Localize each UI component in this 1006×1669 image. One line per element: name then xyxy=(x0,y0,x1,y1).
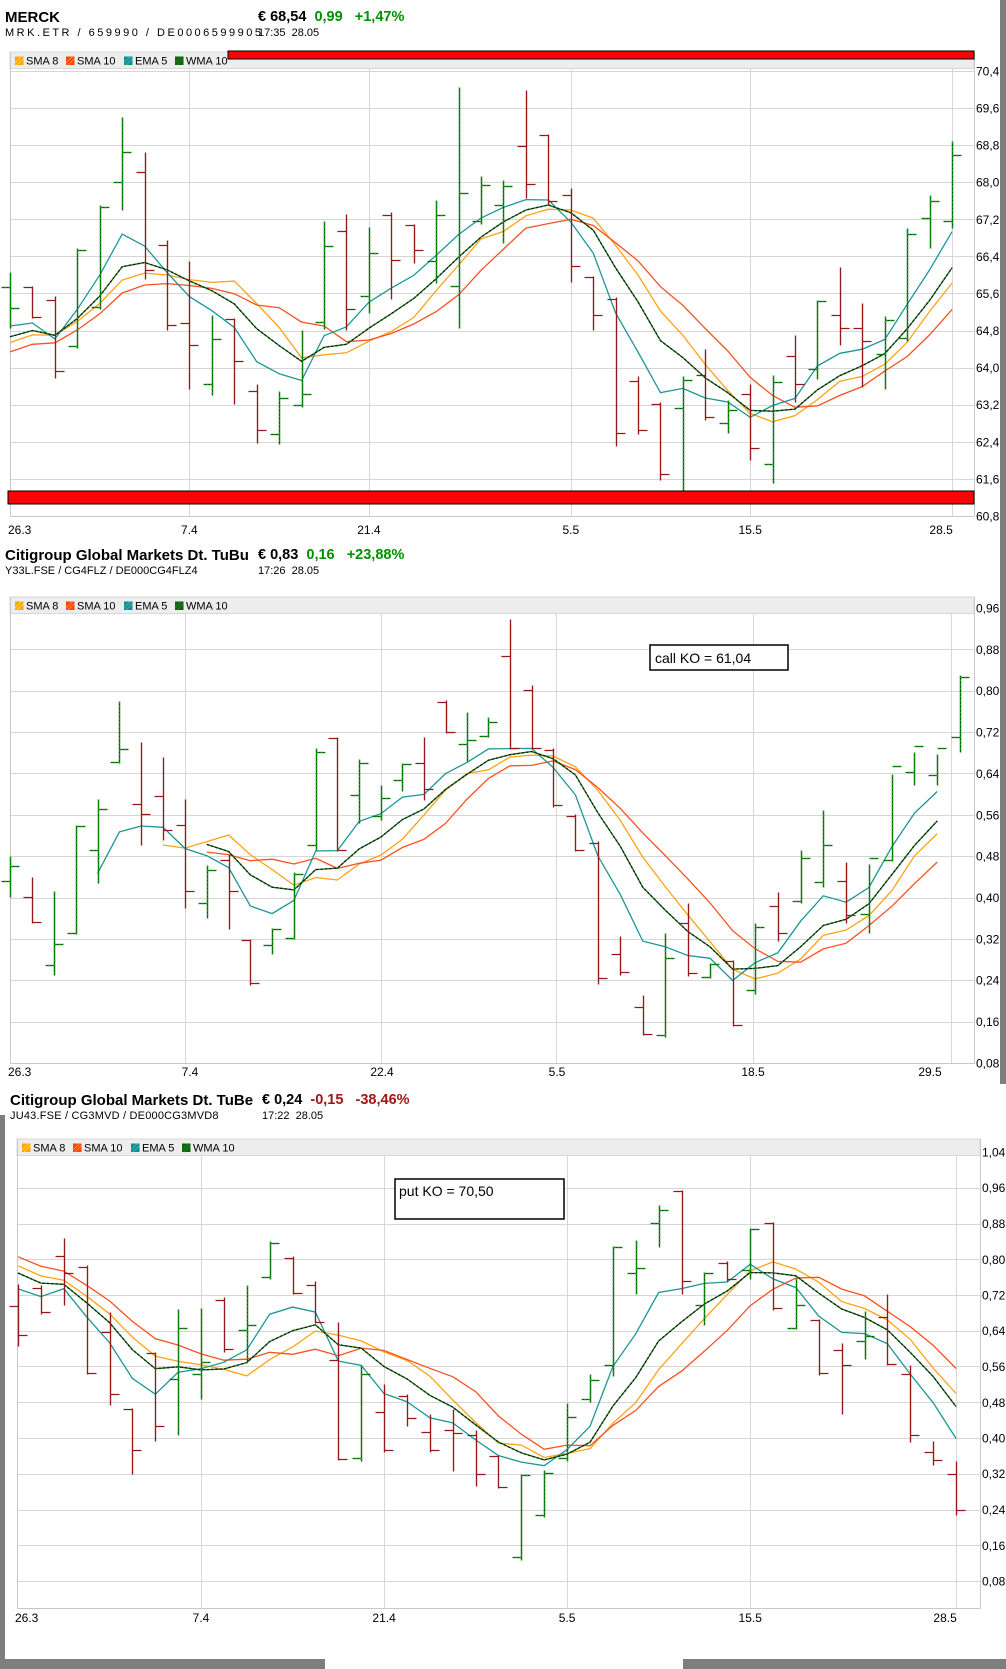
svg-text:0,72: 0,72 xyxy=(982,1289,1006,1303)
svg-text:21.4: 21.4 xyxy=(357,523,381,537)
svg-text:5.5: 5.5 xyxy=(562,523,579,537)
svg-text:1,04: 1,04 xyxy=(982,1146,1006,1160)
svg-text:0,80: 0,80 xyxy=(982,1253,1006,1267)
svg-text:0,80: 0,80 xyxy=(976,684,1000,698)
svg-text:65,6: 65,6 xyxy=(976,287,1000,301)
svg-text:28.5: 28.5 xyxy=(933,1611,957,1625)
svg-text:0,48: 0,48 xyxy=(976,850,1000,864)
svg-text:0,24: 0,24 xyxy=(976,974,1000,988)
svg-text:0,96: 0,96 xyxy=(982,1181,1006,1195)
svg-text:0,48: 0,48 xyxy=(982,1396,1006,1410)
svg-text:0,40: 0,40 xyxy=(982,1432,1006,1446)
svg-text:0,32: 0,32 xyxy=(982,1467,1006,1481)
svg-text:5.5: 5.5 xyxy=(559,1611,576,1625)
svg-text:0,96: 0,96 xyxy=(976,602,1000,616)
svg-text:5.5: 5.5 xyxy=(549,1065,566,1079)
svg-text:0,16: 0,16 xyxy=(976,1015,1000,1029)
svg-text:28.5: 28.5 xyxy=(929,523,953,537)
svg-text:15.5: 15.5 xyxy=(739,1611,763,1625)
svg-text:0,24: 0,24 xyxy=(982,1503,1006,1517)
svg-text:68,8: 68,8 xyxy=(976,139,1000,153)
svg-text:60,8: 60,8 xyxy=(976,510,1000,524)
svg-text:66,4: 66,4 xyxy=(976,250,1000,264)
svg-text:0,64: 0,64 xyxy=(982,1324,1006,1338)
svg-text:64,8: 64,8 xyxy=(976,324,1000,338)
svg-text:EMA 5: EMA 5 xyxy=(135,56,167,68)
svg-text:WMA 10: WMA 10 xyxy=(186,601,228,613)
svg-text:70,4: 70,4 xyxy=(976,65,1000,79)
svg-text:0,72: 0,72 xyxy=(976,726,1000,740)
svg-text:26.3: 26.3 xyxy=(8,1065,32,1079)
svg-text:SMA 10: SMA 10 xyxy=(77,56,116,68)
svg-text:0,08: 0,08 xyxy=(982,1575,1006,1589)
svg-text:22.4: 22.4 xyxy=(370,1065,394,1079)
svg-text:15.5: 15.5 xyxy=(739,523,763,537)
svg-text:0,88: 0,88 xyxy=(982,1217,1006,1231)
svg-text:68,0: 68,0 xyxy=(976,176,1000,190)
svg-text:WMA 10: WMA 10 xyxy=(193,1143,235,1155)
svg-text:0,56: 0,56 xyxy=(976,808,1000,822)
svg-text:26.3: 26.3 xyxy=(8,523,32,537)
svg-text:put KO = 70,50: put KO = 70,50 xyxy=(399,1183,494,1199)
svg-text:7.4: 7.4 xyxy=(182,1065,199,1079)
svg-text:SMA 8: SMA 8 xyxy=(26,601,58,613)
svg-text:0,08: 0,08 xyxy=(976,1057,1000,1071)
svg-text:0,56: 0,56 xyxy=(982,1360,1006,1374)
svg-text:0,88: 0,88 xyxy=(976,643,1000,657)
svg-text:WMA 10: WMA 10 xyxy=(186,56,228,68)
svg-text:0,40: 0,40 xyxy=(976,891,1000,905)
svg-text:69,6: 69,6 xyxy=(976,102,1000,116)
svg-text:SMA 10: SMA 10 xyxy=(84,1143,123,1155)
svg-text:7.4: 7.4 xyxy=(193,1611,210,1625)
svg-text:SMA 8: SMA 8 xyxy=(26,56,58,68)
svg-text:29.5: 29.5 xyxy=(918,1065,942,1079)
svg-text:21.4: 21.4 xyxy=(372,1611,396,1625)
svg-text:SMA 10: SMA 10 xyxy=(77,601,116,613)
svg-text:SMA 8: SMA 8 xyxy=(33,1143,65,1155)
svg-text:0,64: 0,64 xyxy=(976,767,1000,781)
svg-text:7.4: 7.4 xyxy=(181,523,198,537)
svg-text:0,16: 0,16 xyxy=(982,1539,1006,1553)
svg-text:67,2: 67,2 xyxy=(976,213,1000,227)
svg-text:0,32: 0,32 xyxy=(976,932,1000,946)
svg-text:call KO = 61,04: call KO = 61,04 xyxy=(655,650,751,666)
svg-text:26.3: 26.3 xyxy=(15,1611,39,1625)
svg-text:EMA 5: EMA 5 xyxy=(135,601,167,613)
svg-text:62,4: 62,4 xyxy=(976,435,1000,449)
svg-text:18.5: 18.5 xyxy=(741,1065,765,1079)
svg-text:63,2: 63,2 xyxy=(976,398,1000,412)
svg-text:EMA 5: EMA 5 xyxy=(142,1143,174,1155)
svg-text:64,0: 64,0 xyxy=(976,361,1000,375)
svg-text:61,6: 61,6 xyxy=(976,472,1000,486)
